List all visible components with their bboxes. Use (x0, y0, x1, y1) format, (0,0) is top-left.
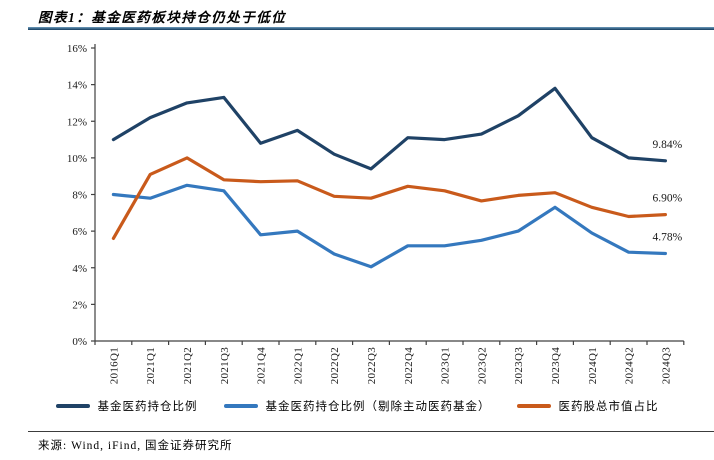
source-note: 来源: Wind, iFind, 国金证券研究所 (38, 440, 233, 452)
series-end-label-2: 6.90% (653, 193, 683, 205)
x-axis-tick-label: 2023Q1 (440, 347, 452, 384)
legend-line-swatch-orange (516, 404, 551, 408)
legend-label: 基金医药持仓比例 (97, 401, 198, 413)
y-axis-tick-label: 10% (67, 153, 87, 165)
figure-title: 图表1：基金医药板块持仓仍处于低位 (38, 10, 287, 25)
x-axis-tick-label: 2021Q4 (256, 347, 268, 384)
x-axis-tick-label: 2022Q1 (292, 347, 304, 384)
x-axis-tick-label: 2023Q3 (513, 347, 525, 384)
x-axis-tick-label: 2022Q4 (403, 347, 415, 384)
series-line-0 (111, 86, 668, 171)
series-end-label-1: 4.78% (653, 231, 683, 243)
x-axis-tick-label: 2024Q1 (587, 347, 599, 384)
x-axis-tick-label: 2021Q1 (145, 347, 157, 384)
x-axis-tick-label: 2022Q3 (366, 347, 378, 384)
y-axis-tick-label: 12% (67, 116, 87, 128)
series-line-1 (111, 183, 668, 269)
legend-entry-fund-holding: 基金医药持仓比例 (55, 398, 198, 414)
x-axis-tick-label: 2021Q2 (182, 347, 194, 384)
chart-legend: 基金医药持仓比例 基金医药持仓比例（剔除主动医药基金） 医药股总市值占比 (0, 398, 714, 414)
legend-line-swatch-navy (55, 404, 90, 408)
legend-entry-pharma-marketcap: 医药股总市值占比 (516, 398, 659, 414)
x-axis-tick-label: 2023Q2 (476, 347, 488, 384)
source-divider (28, 431, 714, 432)
y-axis-tick-label: 2% (72, 299, 87, 311)
x-axis-tick-label: 2024Q3 (660, 347, 672, 384)
x-axis-tick-label: 2023Q4 (550, 347, 562, 384)
y-axis-tick-label: 4% (72, 263, 87, 275)
y-axis-tick-label: 0% (72, 336, 87, 348)
x-axis-tick-label: 2016Q1 (108, 347, 120, 384)
legend-label: 基金医药持仓比例（剔除主动医药基金） (265, 401, 491, 413)
x-axis-tick-label: 2021Q3 (219, 347, 231, 384)
series-line-2 (111, 156, 668, 240)
x-axis-tick-label: 2022Q2 (329, 347, 341, 384)
legend-entry-fund-holding-ex-active: 基金医药持仓比例（剔除主动医药基金） (223, 398, 491, 414)
series-end-label-0: 9.84% (653, 139, 683, 151)
y-axis-tick-label: 6% (72, 226, 87, 238)
y-axis-tick-label: 14% (67, 80, 87, 92)
legend-label: 医药股总市值占比 (558, 401, 659, 413)
y-axis-tick-label: 16% (67, 43, 87, 55)
title-divider (28, 27, 714, 30)
y-axis-tick-label: 8% (72, 190, 87, 202)
x-axis-tick-label: 2024Q2 (624, 347, 636, 384)
legend-line-swatch-blue (223, 404, 258, 408)
